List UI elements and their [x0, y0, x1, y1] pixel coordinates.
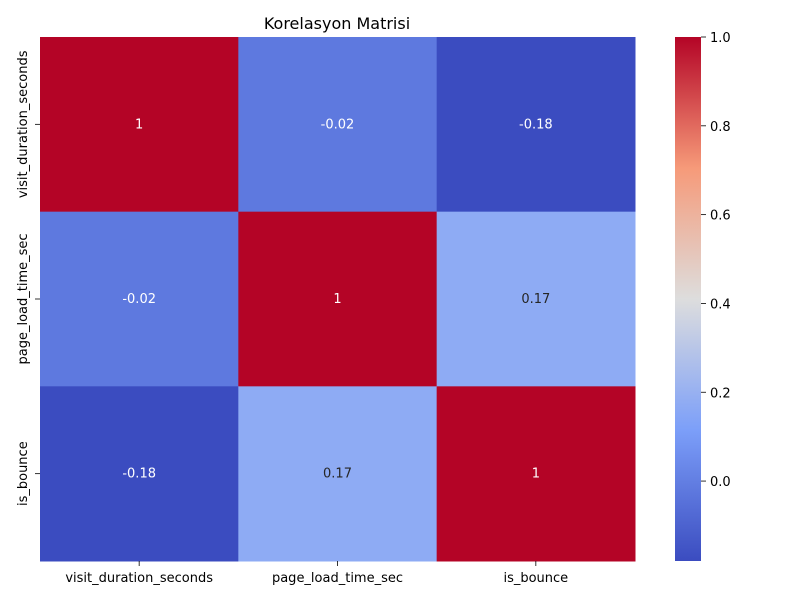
colorbar-tick-label: 0.2	[710, 386, 731, 401]
cell-label: -0.18	[122, 467, 156, 482]
colorbar-gradient	[675, 37, 701, 561]
x-tick-label: page_load_time_sec	[272, 571, 403, 586]
x-tick-label: visit_duration_seconds	[65, 571, 213, 586]
heatmap-cell	[40, 37, 239, 213]
heatmap-cell	[238, 386, 438, 562]
colorbar-tick-label: 0.4	[710, 297, 731, 312]
y-tick-label: page_load_time_sec	[16, 233, 31, 364]
heatmap-cells: 1 -0.02 -0.18 -0.02 1 0.17 -0.18 0.17 1	[40, 37, 636, 562]
colorbar-tick-label: 0.8	[710, 120, 731, 135]
chart-title: Korelasyon Matrisi	[264, 14, 410, 33]
y-tick-label: visit_duration_seconds	[16, 50, 31, 198]
cell-label: -0.02	[321, 117, 355, 132]
x-tick-label: is_bounce	[503, 571, 568, 586]
heatmap-cell	[238, 37, 438, 213]
heatmap-cell	[436, 211, 636, 387]
heatmap-cell	[436, 386, 636, 562]
cell-label: -0.02	[122, 292, 156, 307]
cell-label: 1	[333, 292, 341, 307]
y-axis: visit_duration_seconds page_load_time_sec…	[16, 50, 40, 506]
cell-label: 0.17	[521, 292, 550, 307]
cell-label: 1	[135, 117, 143, 132]
x-axis: visit_duration_seconds page_load_time_sec…	[65, 561, 568, 586]
heatmap-cell	[40, 386, 239, 562]
cell-label: 0.17	[323, 467, 352, 482]
heatmap-cell	[436, 37, 636, 213]
cell-label: -0.18	[519, 117, 553, 132]
cell-label: 1	[532, 467, 540, 482]
y-tick-label: is_bounce	[16, 441, 31, 506]
colorbar-tick-label: 0.0	[710, 475, 731, 490]
colorbar: 0.0 0.2 0.4 0.6 0.8 1.0	[675, 31, 731, 561]
heatmap-cell	[238, 211, 438, 387]
colorbar-tick-label: 1.0	[710, 31, 731, 46]
colorbar-tick-label: 0.6	[710, 209, 731, 224]
heatmap-cell	[40, 211, 239, 387]
